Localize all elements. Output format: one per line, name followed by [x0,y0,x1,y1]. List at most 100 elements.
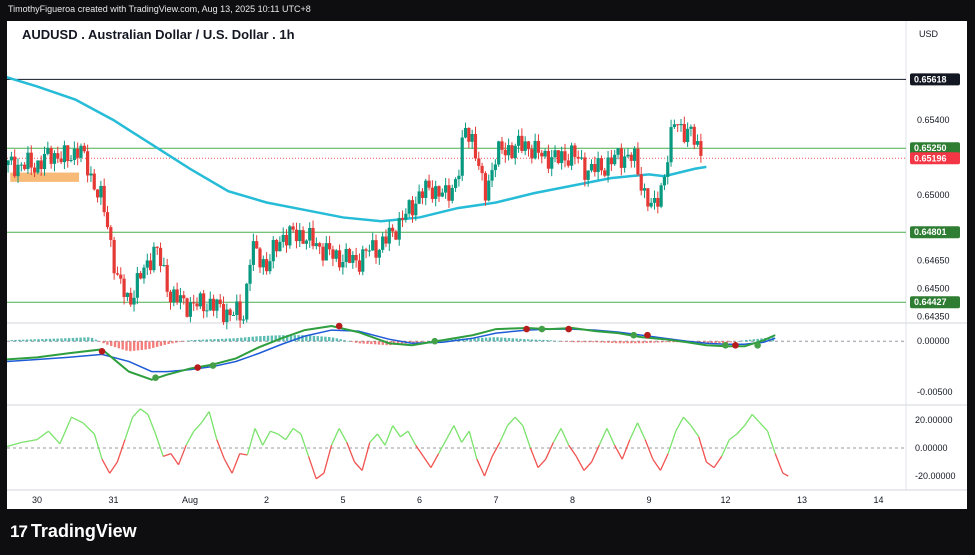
oscillator-segment [598,428,608,446]
macd-histogram-bar [492,337,495,342]
oscillator-segment [223,458,233,474]
candle-body [434,186,438,199]
candle-body [337,250,342,268]
macd-histogram-bar [396,341,400,345]
candle-body [695,141,700,145]
macd-tick-label: -0.00500 [917,387,953,397]
candle-body [16,164,20,177]
macd-histogram-bar [79,337,82,342]
price-tick-label: 0.65000 [917,190,950,200]
candle-body [530,149,534,159]
candle-body [646,188,650,207]
candle-body [586,170,590,180]
macd-histogram-bar [576,341,580,343]
candle-body [483,173,488,201]
candle-body [520,135,524,151]
candle-body [444,185,448,193]
candle-body [62,145,67,163]
macd-histogram-bar [301,335,304,342]
macd-histogram-bar [25,339,29,342]
oscillator-segment [476,458,486,477]
macd-histogram-bar [557,341,560,342]
candle-body [66,145,70,162]
candle-body [400,217,405,220]
oscillator-segment [606,428,616,446]
candle-body [516,135,521,146]
tradingview-brand[interactable]: 17 TradingView [10,521,137,542]
macd-histogram-bar [530,339,534,342]
macd-histogram-bar [584,341,587,343]
candle-body [149,260,153,271]
oscillator-tick-label: -20.00000 [915,471,956,481]
candle-body [394,231,398,240]
oscillator-segment [445,425,455,440]
level-label: 0.65250 [914,143,947,153]
macd-histogram-bar [591,341,595,343]
oscillator-segment [560,428,570,446]
macd-histogram-bar [377,341,381,345]
macd-histogram-bar [75,337,78,342]
candle-body [354,255,358,261]
macd-histogram-bar [48,338,52,342]
macd-histogram-bar [534,339,537,342]
oscillator-segment [200,411,210,424]
candle-body [507,145,511,156]
candle-body [682,123,686,143]
oscillator-segment [751,413,761,424]
time-tick-label: 5 [340,495,345,505]
macd-histogram-bar [67,338,71,342]
oscillator-segment [514,416,524,427]
oscillator-segment [21,438,38,444]
macd-histogram-bar [569,341,572,343]
candle-body [218,299,222,304]
oscillator-segment [491,442,501,457]
time-tick-label: 9 [646,495,651,505]
oscillator-segment [499,425,509,443]
macd-histogram-bar [767,337,771,342]
macd-histogram-bar [580,341,583,343]
oscillator-segment [537,458,547,469]
oscillator-segment [430,453,440,468]
oscillator-segment [568,444,577,457]
macd-histogram-bar [64,338,67,342]
candle-body [258,248,262,268]
level-label: 0.64801 [914,227,947,237]
candle-body [255,241,259,249]
macd-histogram-bar [175,341,178,343]
candle-body [477,158,481,166]
candle-body [662,176,667,186]
oscillator-segment [124,416,134,440]
macd-histogram-bar [496,337,499,342]
candle-body [26,152,30,170]
macd-histogram-bar [416,341,419,343]
candle-body [135,273,139,298]
candle-body [304,240,309,244]
oscillator-segment [422,456,432,468]
candle-body [686,128,690,143]
candle-body [593,164,597,173]
oscillator-segment [47,430,61,445]
oscillator-segment [116,439,126,463]
oscillator-segment [392,425,401,438]
macd-histogram-bar [71,337,75,342]
moving-average-line [7,75,707,223]
chart-canvas[interactable]: 0.65400 0.65000 0.64650 0.64500 0.64350 0.656… [7,21,967,509]
candle-body [556,150,560,164]
macd-histogram-bar [634,341,637,344]
candle-body [142,267,146,279]
candle-body [125,292,129,297]
time-tick-label: 14 [873,495,883,505]
candle-body [185,298,189,317]
macd-histogram-bar [546,340,549,342]
oscillator-segment [529,447,539,468]
macd-histogram-bar [129,341,132,352]
candle-body [480,165,484,174]
macd-histogram-bar [178,341,182,342]
candle-body [215,299,219,311]
macd-cross-marker-bearish [644,331,651,339]
candle-body [99,185,103,198]
oscillator-segment [591,444,600,463]
macd-histogram-bar [553,340,557,342]
macd-cross-marker-bullish [209,362,217,369]
candle-body [357,260,362,272]
